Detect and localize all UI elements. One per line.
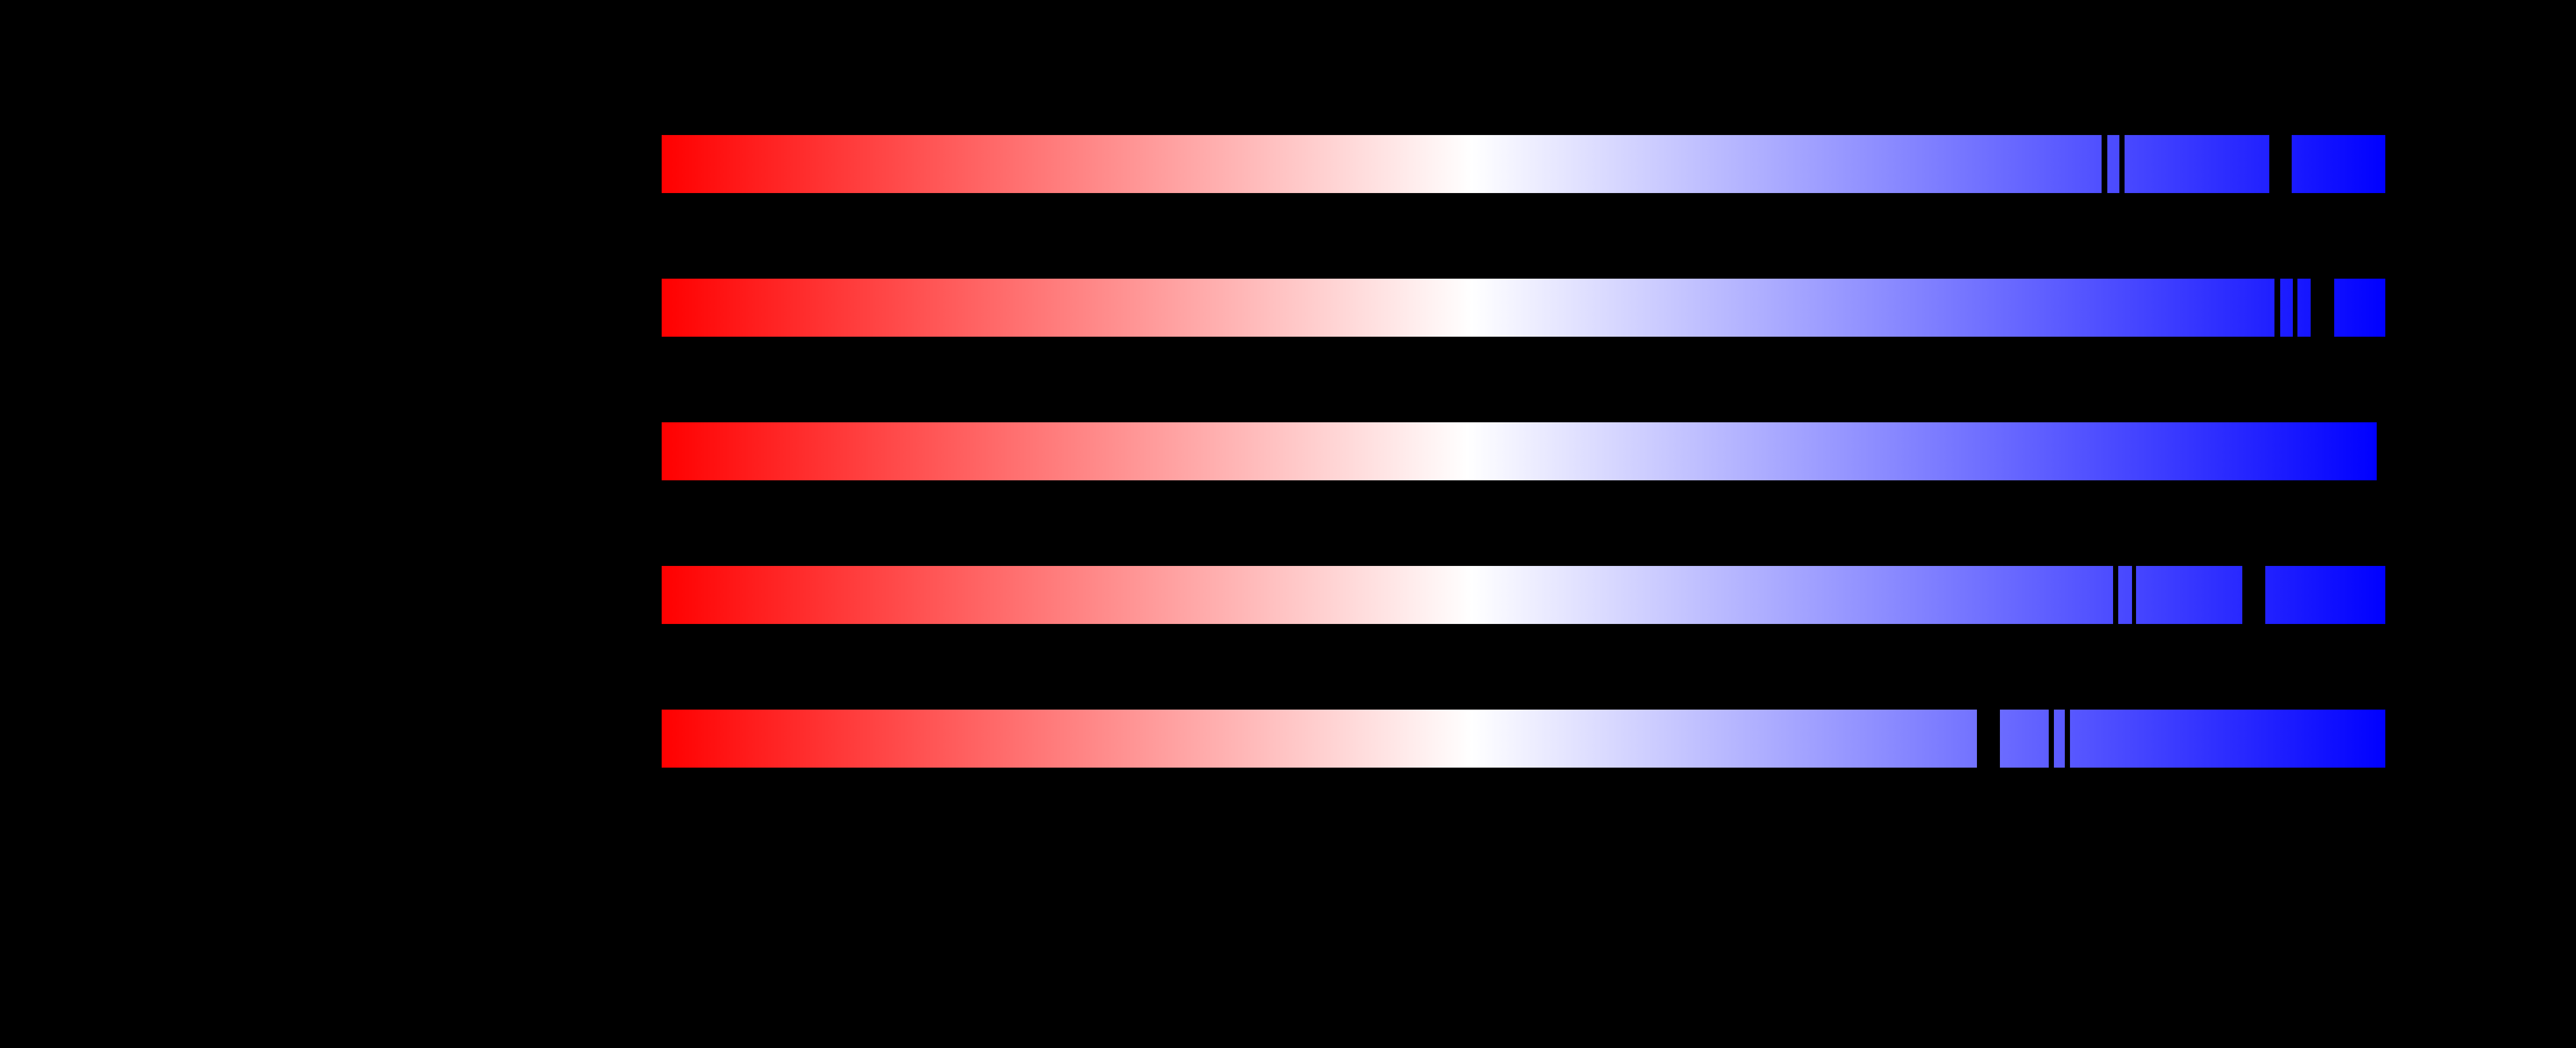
gradient-bar-4: [662, 566, 2385, 624]
tick-mark: [2065, 710, 2070, 768]
gradient-bar-1: [662, 135, 2385, 193]
tick-mark: [2049, 710, 2054, 768]
tick-mark: [2119, 135, 2125, 193]
gradient-bar-5: [662, 710, 2385, 768]
tick-mark: [2102, 135, 2107, 193]
tick-mark: [2113, 566, 2118, 624]
tick-mark: [2269, 135, 2292, 193]
tick-mark: [2311, 279, 2334, 337]
tick-mark: [2132, 566, 2136, 624]
tick-mark: [2274, 279, 2280, 337]
tick-mark: [1977, 710, 2000, 768]
gradient-bar-3: [662, 422, 2377, 480]
tick-mark: [2293, 279, 2297, 337]
tick-mark: [2242, 566, 2265, 624]
gradient-bar-2: [662, 279, 2385, 337]
